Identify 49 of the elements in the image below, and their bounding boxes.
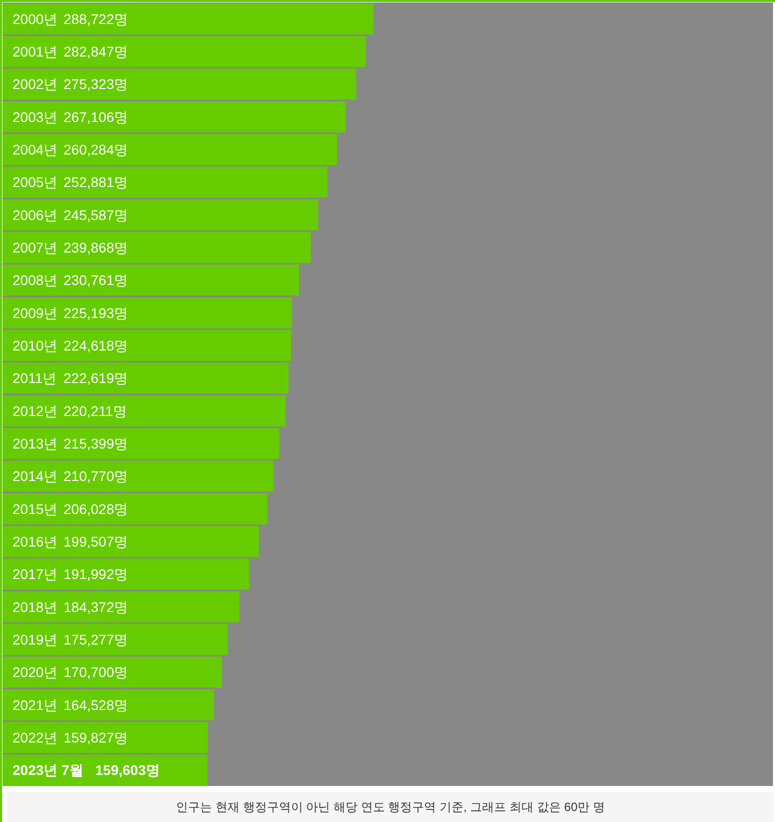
y-tick-label: 2022년 <box>12 730 58 746</box>
data-label: 210,770명 <box>64 468 128 484</box>
y-tick-label: 2018년 <box>12 598 58 615</box>
data-label: 239,868명 <box>64 240 128 256</box>
y-tick-label: 2020년 <box>12 664 58 680</box>
y-tick-label: 2004년 <box>12 142 58 158</box>
y-tick-label: 2010년 <box>12 338 58 354</box>
y-tick-label: 2003년 <box>12 108 58 125</box>
data-label: 184,372명 <box>64 598 128 615</box>
data-label: 220,211명 <box>64 402 128 419</box>
y-tick-label: 2001년 <box>12 44 58 60</box>
y-tick-label: 2011년 <box>12 370 57 386</box>
y-tick-label: 2012년 <box>12 402 58 419</box>
data-label: 159,827명 <box>64 730 128 746</box>
y-tick-label: 2005년 <box>12 174 58 190</box>
data-label: 260,284명 <box>64 142 128 158</box>
data-label: 225,193명 <box>64 304 128 321</box>
y-tick-label: 2023년 7월 <box>12 762 84 778</box>
data-label: 224,618명 <box>64 338 128 354</box>
data-label: 230,761명 <box>64 272 128 288</box>
y-tick-label: 2006년 <box>12 206 58 223</box>
data-label: 288,722명 <box>64 10 128 27</box>
data-label: 215,399명 <box>64 436 128 452</box>
data-label: 267,106명 <box>64 108 128 125</box>
data-label: 191,992명 <box>64 566 128 582</box>
y-tick-label: 2008년 <box>12 272 58 288</box>
y-tick-label: 2009년 <box>12 304 58 321</box>
y-tick-label: 2016년 <box>12 534 58 550</box>
data-label: 282,847명 <box>64 44 128 60</box>
data-label: 199,507명 <box>64 534 128 550</box>
text: 인구는 현재 행정구역이 아닌 해당 연도 행정구역 기준, 그래프 최대 값은 60만 명 <box>176 799 605 816</box>
data-label: 175,277명 <box>64 632 128 648</box>
data-label: 252,881명 <box>64 174 128 190</box>
data-label: 159,603명 <box>95 762 160 778</box>
data-label: 164,528명 <box>64 696 128 713</box>
data-label: 275,323명 <box>64 76 128 92</box>
y-tick-label: 2013년 <box>12 436 58 452</box>
y-tick-label: 2017년 <box>12 566 58 582</box>
data-label: 222,619명 <box>64 370 128 386</box>
data-label: 206,028명 <box>64 500 128 517</box>
y-tick-label: 2014년 <box>12 468 58 484</box>
data-label: 170,700명 <box>64 664 128 680</box>
y-tick-label: 2021년 <box>12 696 58 713</box>
y-tick-label: 2002년 <box>12 76 58 92</box>
y-tick-label: 2015년 <box>12 500 58 517</box>
y-tick-label: 2007년 <box>12 240 58 256</box>
y-tick-label: 2000년 <box>12 10 58 27</box>
data-label: 245,587명 <box>64 206 128 223</box>
y-tick-label: 2019년 <box>12 632 58 648</box>
